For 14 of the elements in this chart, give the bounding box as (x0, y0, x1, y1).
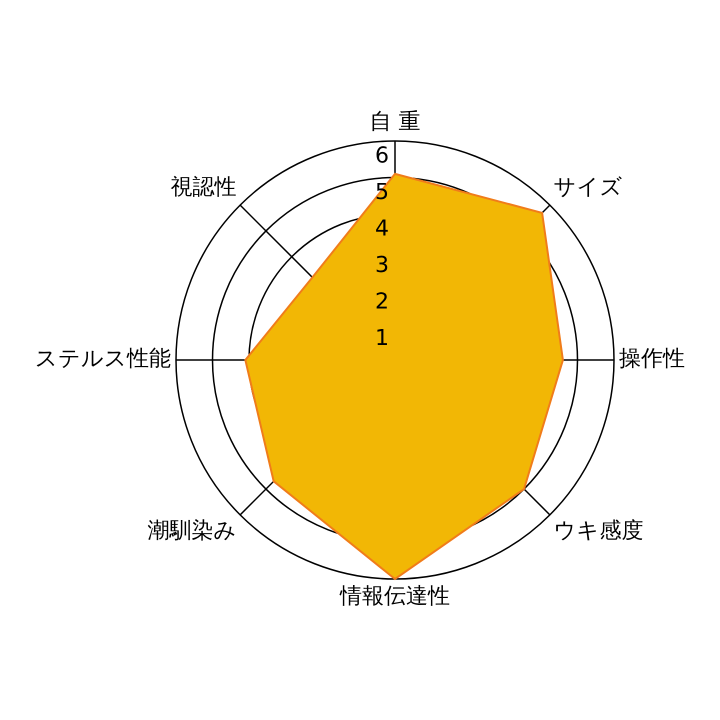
spoke-label: 操作性 (619, 346, 685, 372)
spoke-label: 潮馴染み (148, 518, 237, 544)
spoke-label: 視認性 (170, 175, 237, 200)
y-tick-label: 1 (375, 326, 389, 352)
y-tick-label: 3 (375, 253, 389, 278)
spoke-label: ウキ感度 (553, 518, 644, 544)
spoke-label: 情報伝達性 (339, 584, 450, 609)
y-tick-label: 6 (375, 144, 389, 169)
spoke-label: サイズ (553, 175, 622, 200)
spoke-label: 自 重 (370, 110, 420, 135)
y-tick-label: 5 (375, 180, 389, 206)
y-tick-label: 4 (375, 216, 389, 242)
y-tick-label: 2 (375, 290, 389, 315)
spoke-label: ステルス性能 (35, 346, 171, 372)
